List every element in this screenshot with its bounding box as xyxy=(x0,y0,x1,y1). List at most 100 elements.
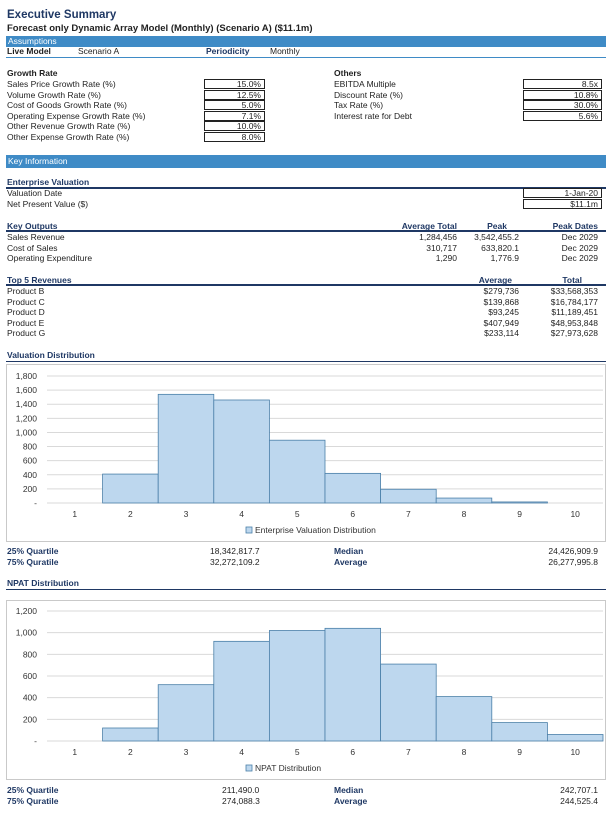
key-outputs-heading: Key Outputs xyxy=(7,221,58,231)
y-tick-label: 1,000 xyxy=(16,427,38,437)
legend-swatch xyxy=(245,526,253,534)
growth-rate-input[interactable]: 7.1% xyxy=(204,110,265,121)
key-output-label: Cost of Sales xyxy=(7,242,58,253)
x-tick-label: 8 xyxy=(462,509,467,519)
growth-rate-label: Cost of Goods Growth Rate (%) xyxy=(7,100,127,111)
npat-average-label: Average xyxy=(334,796,368,806)
y-tick-label: 600 xyxy=(23,456,37,466)
key-output-average: 1,284,456 xyxy=(419,232,457,242)
x-tick-label: 8 xyxy=(462,747,467,757)
growth-rate-input[interactable]: 12.5% xyxy=(204,89,265,100)
x-tick-label: 10 xyxy=(570,509,580,519)
growth-rate-input[interactable]: 10.0% xyxy=(204,121,265,132)
x-tick-label: 5 xyxy=(295,747,300,757)
x-tick-label: 9 xyxy=(517,509,522,519)
key-outputs-col-peak-dates: Peak Dates xyxy=(552,221,598,231)
histogram-bar xyxy=(213,399,270,504)
enterprise-valuation-heading: Enterprise Valuation xyxy=(7,177,90,187)
others-input[interactable]: 8.5x xyxy=(523,79,602,89)
key-outputs-col-peak: Peak xyxy=(487,221,507,231)
histogram-bar xyxy=(491,722,548,742)
key-output-peak: 3,542,455.2 xyxy=(474,232,519,242)
npat-median-label: Median xyxy=(334,785,364,795)
histogram-bar xyxy=(102,473,159,504)
npat-q75-value: 274,088.3 xyxy=(222,796,260,806)
x-tick-label: 2 xyxy=(128,747,133,757)
periodicity-value: Monthly xyxy=(270,46,300,56)
growth-rate-input[interactable]: 15.0% xyxy=(204,79,265,89)
revenue-total: $11,189,451 xyxy=(551,307,598,318)
revenue-total: $27,973,628 xyxy=(550,328,598,339)
y-tick-label: - xyxy=(34,498,37,508)
x-tick-label: 9 xyxy=(517,747,522,757)
revenue-total: $16,784,177 xyxy=(550,296,598,307)
x-tick-label: 1 xyxy=(72,747,77,757)
key-output-peak-date: Dec 2029 xyxy=(561,242,598,253)
page-title: Executive Summary xyxy=(7,9,117,21)
histogram-bar xyxy=(491,501,548,504)
val-median-label: Median xyxy=(334,546,364,556)
legend-label: NPAT Distribution xyxy=(255,763,321,773)
others-label: Tax Rate (%) xyxy=(334,100,384,111)
histogram-bar xyxy=(435,497,493,504)
revenue-product-label: Product E xyxy=(7,317,45,328)
growth-rate-input[interactable]: 5.0% xyxy=(204,100,265,111)
key-output-peak-date: Dec 2029 xyxy=(561,232,598,242)
revenue-product-label: Product G xyxy=(7,328,46,339)
key-output-peak: 633,820.1 xyxy=(481,242,519,253)
npat-distribution-heading: NPAT Distribution xyxy=(7,578,79,588)
key-output-label: Sales Revenue xyxy=(7,232,65,242)
x-tick-label: 10 xyxy=(570,747,580,757)
revenue-total: $48,953,848 xyxy=(550,317,598,328)
npat-q75-label: 75% Quratile xyxy=(7,796,59,806)
others-input[interactable]: 5.6% xyxy=(523,110,602,121)
valuation-distribution-svg: - 200 400 600 800 1,000 1,200 1,400 1,600 1,800 1 2… xyxy=(16,371,603,535)
x-tick-label: 4 xyxy=(239,509,244,519)
histogram-bar xyxy=(380,663,437,742)
top-revenues-col-total: Total xyxy=(562,275,582,285)
x-tick-label: 6 xyxy=(350,747,355,757)
y-tick-label: 1,200 xyxy=(16,413,38,423)
val-average-value: 26,277,995.8 xyxy=(548,557,598,567)
npat-distribution-svg: - 200 400 600 800 1,000 1,200 1 2 3 4 5 6 7 8 9 10 NPAT D… xyxy=(16,606,604,773)
npv-field[interactable]: $11.1m xyxy=(523,199,602,209)
val-q75-value: 32,272,109.2 xyxy=(210,557,260,567)
growth-rate-label: Operating Expense Growth Rate (%) xyxy=(7,110,146,121)
assumptions-section-header: Assumptions xyxy=(6,36,606,47)
histogram-bar xyxy=(324,472,381,504)
x-tick-label: 1 xyxy=(72,509,77,519)
key-output-average: 1,290 xyxy=(435,253,457,263)
others-label: EBITDA Multiple xyxy=(334,79,396,89)
others-input[interactable]: 30.0% xyxy=(523,100,602,111)
others-label: Discount Rate (%) xyxy=(334,89,403,100)
revenue-average: $93,245 xyxy=(488,307,519,318)
x-tick-label: 3 xyxy=(184,509,189,519)
histogram-bar xyxy=(102,727,159,742)
histogram-bar xyxy=(547,734,604,742)
growth-rate-label: Volume Growth Rate (%) xyxy=(7,89,102,100)
key-output-average: 310,717 xyxy=(426,242,457,253)
growth-rate-label: Other Expense Growth Rate (%) xyxy=(7,132,130,142)
revenue-average: $139,868 xyxy=(483,296,519,307)
revenue-total: $33,568,353 xyxy=(550,286,598,296)
top-revenues-col-average: Average xyxy=(478,275,512,285)
val-average-label: Average xyxy=(334,557,368,567)
periodicity-label: Periodicity xyxy=(206,46,250,56)
growth-rate-input[interactable]: 8.0% xyxy=(204,132,265,142)
npv-label: Net Present Value ($) xyxy=(7,199,89,209)
val-q25-label: 25% Quartile xyxy=(7,546,59,556)
others-input[interactable]: 10.8% xyxy=(523,89,602,100)
growth-rate-label: Sales Price Growth Rate (%) xyxy=(7,79,116,89)
growth-rate-heading: Growth Rate xyxy=(7,68,58,78)
x-tick-label: 3 xyxy=(184,747,189,757)
valuation-date-field[interactable]: 1-Jan-20 xyxy=(523,188,602,198)
live-model-value: Scenario A xyxy=(78,46,120,56)
revenue-average: $407,949 xyxy=(483,317,519,328)
valuation-distribution-chart: - 200 400 600 800 1,000 1,200 1,400 1,600 1,800 1 2… xyxy=(6,364,606,542)
y-tick-label: 1,000 xyxy=(16,628,38,638)
legend-swatch xyxy=(245,764,253,772)
valuation-date-label: Valuation Date xyxy=(7,188,63,198)
y-tick-label: 1,400 xyxy=(16,399,38,409)
revenue-product-label: Product C xyxy=(7,296,45,307)
key-outputs-col-average: Average Total xyxy=(401,221,457,231)
